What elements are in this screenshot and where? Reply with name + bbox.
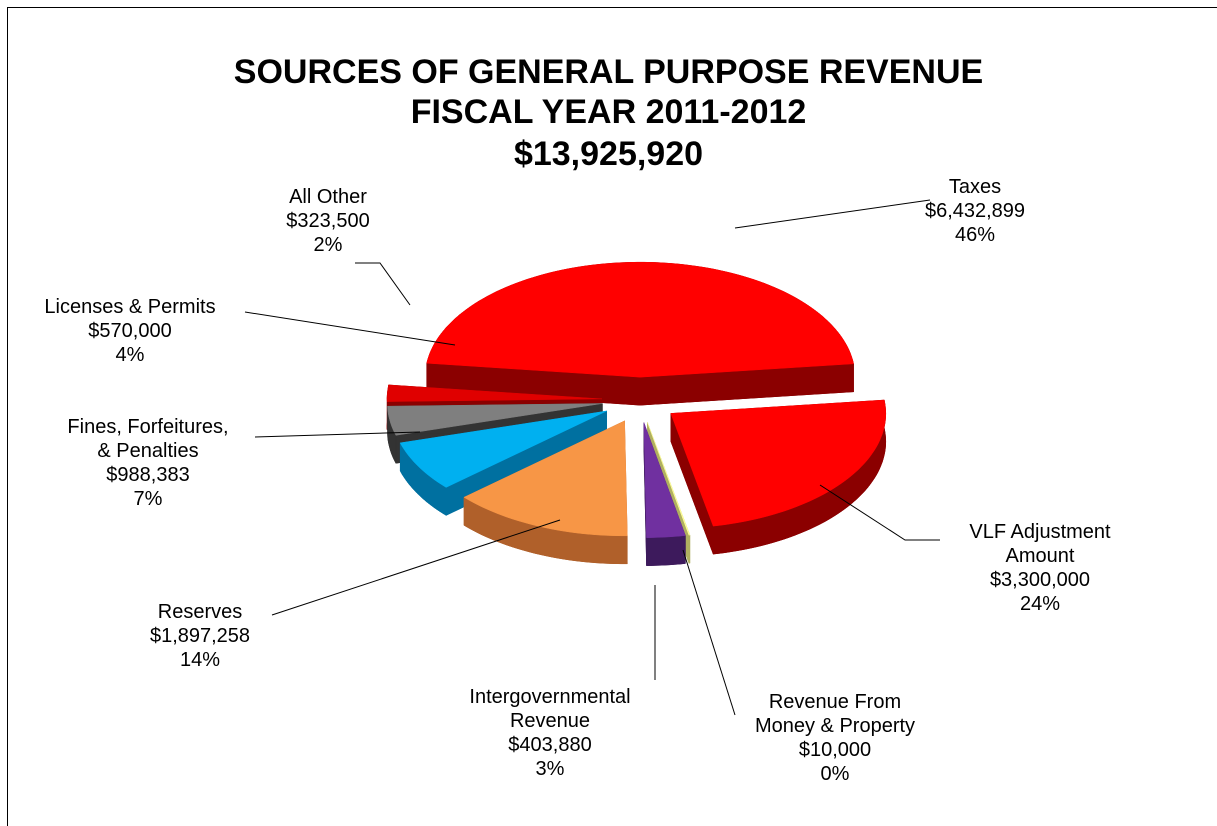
percent-label: 2% [313,234,343,256]
percent-label: 3% [535,758,565,780]
value-label: $570,000 [88,320,172,342]
value-label: $6,432,899 [924,200,1026,222]
value-label: $3,300,000 [989,569,1091,591]
slice-top [399,410,607,488]
leader-line [819,484,940,541]
leader-line [254,431,421,438]
pie-slice [670,399,887,555]
percent-label: 0% [820,763,850,785]
slice-label: All Other $323,500 2% [286,185,369,257]
slice-label: Fines, Forfeitures, & Penalties $988,383 7… [67,415,228,511]
leader-line [244,311,456,346]
slice-label: Taxes $6,432,899 46% [925,175,1025,247]
percent-label: 24% [1019,593,1061,615]
value-label: $10,000 [798,739,872,761]
category-label: Reserves [157,601,243,623]
chart-total: $13,925,920 [513,135,704,173]
category-label: Revenue From Money & Property [754,691,916,737]
leader-line [682,549,736,716]
percent-label: 7% [133,488,163,510]
slice-top [386,384,603,402]
category-label: VLF Adjustment Amount [969,521,1111,567]
value-label: $323,500 [286,210,370,232]
slice-label: Reserves $1,897,258 14% [150,600,250,672]
slice-top [643,422,686,538]
category-label: Intergovernmental Revenue [469,686,631,732]
leader-line [271,519,561,616]
slice-top [463,420,628,537]
percent-label: 14% [179,649,221,671]
category-label: All Other [289,186,367,208]
value-label: $1,897,258 [149,625,251,647]
pie-slice [463,420,628,565]
slice-top [426,261,854,378]
leader-line [355,262,411,306]
slice-top [647,422,691,536]
pie-slice [426,261,854,406]
category-label: Taxes [948,176,1002,198]
slice-label: Intergovernmental Revenue $403,880 3% [469,685,630,781]
slice-label: Revenue From Money & Property $10,000 0% [755,690,915,786]
value-label: $988,383 [106,464,190,486]
value-label: $403,880 [508,734,592,756]
chart-subtitle: FISCAL YEAR 2011-2012 [410,93,807,131]
category-label: Licenses & Permits [44,296,216,318]
chart-border [7,7,1217,826]
slice-top [670,399,887,527]
slice-label: VLF Adjustment Amount $3,300,000 24% [969,520,1110,616]
chart-title: SOURCES OF GENERAL PURPOSE REVENUE [233,53,984,91]
percent-label: 4% [115,344,145,366]
pie-slice [643,422,686,566]
slice-side [688,534,691,564]
leader-line [734,199,931,229]
percent-label: 46% [954,224,996,246]
slice-label: Licenses & Permits $570,000 4% [44,295,215,367]
slice-side [646,535,686,566]
category-label: Fines, Forfeitures, & Penalties [67,416,229,462]
